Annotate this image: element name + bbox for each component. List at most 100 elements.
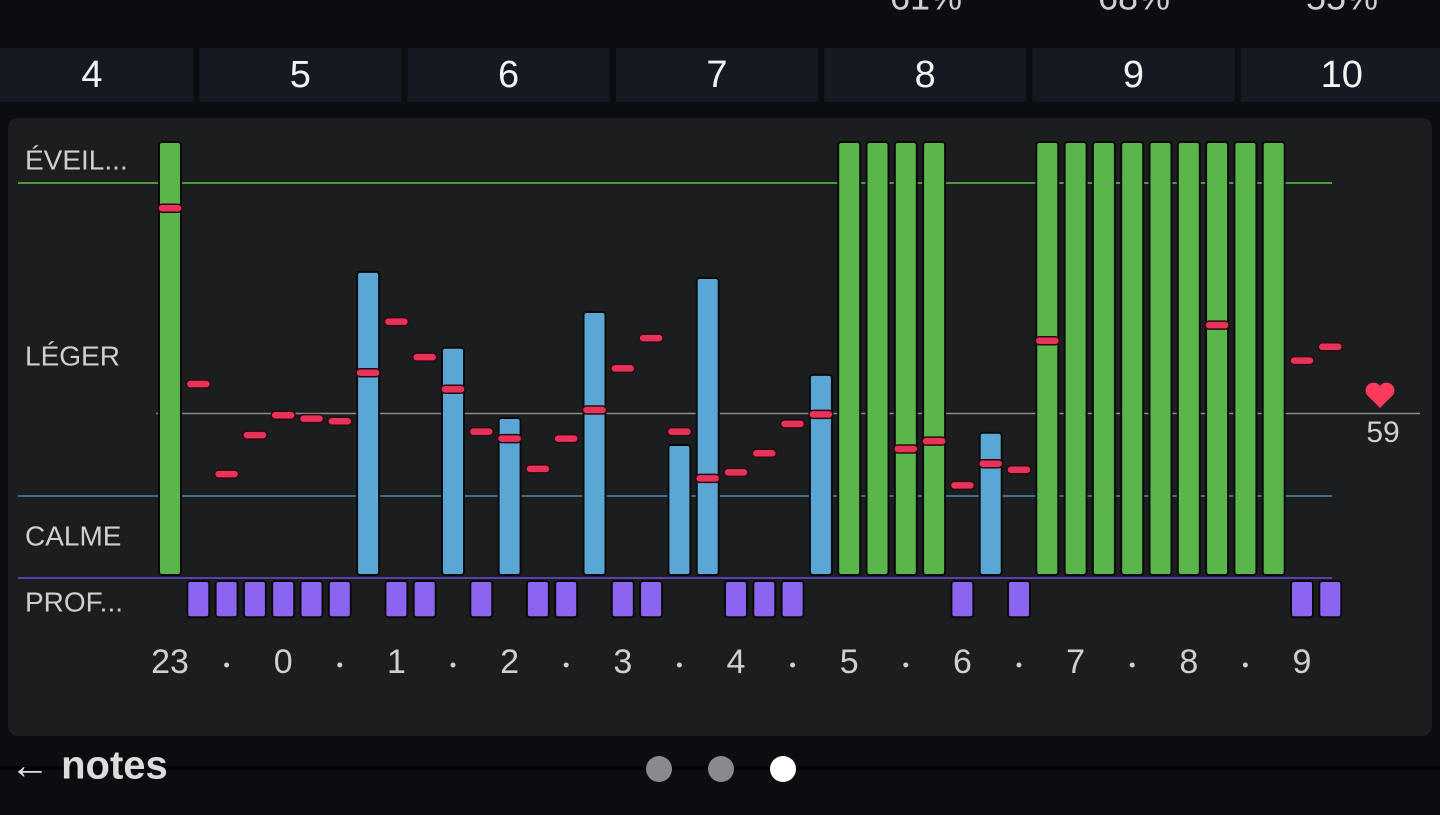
day-cell[interactable] bbox=[824, 48, 1027, 102]
stage-bar bbox=[865, 141, 890, 576]
page-dot[interactable] bbox=[646, 756, 672, 782]
heart-rate-mark bbox=[1289, 355, 1315, 366]
deep-block bbox=[469, 580, 494, 619]
deep-block bbox=[1318, 580, 1343, 619]
page-dot[interactable] bbox=[770, 756, 796, 782]
stage-bar bbox=[441, 346, 465, 576]
deep-block bbox=[327, 580, 352, 619]
page-dot[interactable] bbox=[708, 756, 734, 782]
x-tick-label: 1 bbox=[387, 643, 406, 681]
deep-block bbox=[950, 580, 975, 619]
deep-block bbox=[1290, 580, 1314, 619]
deep-block bbox=[610, 580, 635, 619]
separator-dot bbox=[1242, 662, 1248, 668]
heart-rate-mark bbox=[468, 426, 495, 437]
separator-dot bbox=[903, 662, 909, 668]
heart-rate-mark bbox=[1034, 335, 1061, 346]
percentage-label: 61% bbox=[890, 0, 962, 18]
stage-bar bbox=[1261, 141, 1286, 576]
heart-rate-mark bbox=[525, 464, 551, 474]
day-label[interactable]: 4 bbox=[81, 54, 102, 96]
separator-dot bbox=[337, 662, 343, 668]
day-cell[interactable] bbox=[199, 48, 402, 102]
day-label[interactable]: 6 bbox=[498, 54, 519, 96]
heart-rate-mark bbox=[779, 419, 806, 429]
deep-block bbox=[525, 580, 550, 619]
stage-label: PROF... bbox=[25, 586, 123, 617]
x-tick-label: 7 bbox=[1066, 643, 1085, 681]
heart-rate-mark bbox=[808, 409, 834, 420]
heart-rate-mark bbox=[411, 352, 438, 362]
separator-dot bbox=[224, 662, 230, 668]
deep-block bbox=[724, 580, 748, 619]
stage-bar bbox=[1120, 141, 1145, 576]
stage-bar bbox=[978, 431, 1003, 577]
x-tick-label: 8 bbox=[1179, 643, 1198, 681]
deep-block bbox=[639, 580, 664, 619]
heart-rate-mark bbox=[327, 416, 353, 427]
heart-rate-mark bbox=[723, 467, 749, 478]
day-label[interactable]: 8 bbox=[915, 54, 936, 96]
heart-rate-mark bbox=[1204, 320, 1230, 330]
stage-bar bbox=[1063, 141, 1088, 576]
percentage-label: 68% bbox=[1098, 0, 1170, 18]
heart-icon bbox=[1365, 382, 1395, 408]
day-cell[interactable] bbox=[1240, 48, 1440, 102]
heart-rate-mark bbox=[185, 379, 212, 389]
stage-bar bbox=[893, 141, 918, 576]
stage-bar bbox=[808, 373, 833, 576]
x-tick-label: 4 bbox=[727, 643, 746, 681]
stage-bar bbox=[1205, 141, 1230, 576]
deep-block bbox=[1007, 580, 1031, 619]
stage-bar bbox=[837, 141, 862, 576]
day-cell[interactable] bbox=[407, 48, 610, 102]
day-cell[interactable] bbox=[615, 48, 818, 102]
heart-rate-mark bbox=[921, 436, 947, 446]
stage-label: CALME bbox=[25, 520, 121, 551]
heart-rate-mark bbox=[610, 363, 636, 374]
x-tick-label: 6 bbox=[953, 643, 972, 681]
percentage-label: 55% bbox=[1306, 0, 1378, 18]
day-label[interactable]: 7 bbox=[706, 54, 727, 96]
stage-label: ÉVEIL... bbox=[25, 144, 128, 175]
stage-bar bbox=[1148, 141, 1173, 576]
stage-bar bbox=[356, 270, 381, 576]
stage-bar bbox=[1091, 141, 1116, 576]
deep-block bbox=[412, 580, 437, 619]
deep-block bbox=[186, 580, 211, 619]
x-tick-label: 9 bbox=[1293, 643, 1312, 681]
heart-rate-mark bbox=[949, 480, 976, 491]
day-cell[interactable] bbox=[1032, 48, 1235, 102]
heart-rate-mark bbox=[440, 384, 466, 394]
stage-bar bbox=[497, 416, 522, 576]
heart-rate-mark bbox=[1317, 342, 1344, 352]
deep-block bbox=[242, 580, 267, 619]
heart-rate-mark bbox=[553, 433, 579, 444]
heart-rate-mark bbox=[977, 458, 1004, 469]
day-cell[interactable] bbox=[0, 48, 193, 102]
stage-bar bbox=[667, 444, 692, 576]
heart-rate-mark bbox=[1006, 465, 1032, 475]
deep-block bbox=[752, 580, 777, 619]
deep-block bbox=[214, 580, 239, 619]
day-label[interactable]: 9 bbox=[1123, 54, 1144, 96]
back-button[interactable]: ← notes bbox=[10, 744, 168, 788]
heart-rate-mark bbox=[157, 203, 183, 213]
heart-rate-mark bbox=[581, 405, 608, 415]
day-label[interactable]: 10 bbox=[1321, 54, 1363, 96]
deep-block bbox=[554, 580, 579, 619]
x-tick-label: 3 bbox=[613, 643, 632, 681]
day-label[interactable]: 5 bbox=[290, 54, 311, 96]
separator-dot bbox=[790, 662, 796, 668]
deep-block bbox=[780, 580, 805, 619]
stage-bar bbox=[582, 311, 607, 576]
heart-rate-mark bbox=[270, 410, 296, 420]
separator-dot bbox=[676, 662, 682, 668]
stage-label: LÉGER bbox=[25, 340, 120, 371]
heart-rate-reference-label: 59 bbox=[1366, 416, 1399, 449]
heart-rate-mark bbox=[496, 433, 523, 444]
deep-block bbox=[384, 580, 409, 619]
x-tick-label: 23 bbox=[151, 643, 189, 681]
